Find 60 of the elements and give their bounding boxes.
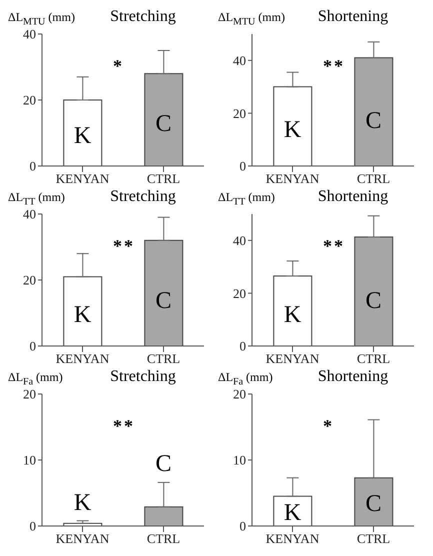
x-tick-label: KENYAN	[266, 531, 320, 546]
annotation: K	[282, 116, 302, 144]
chart-title: Shortening	[316, 188, 390, 206]
chart-title: Shortening	[316, 8, 390, 26]
y-axis-title: ΔL$_{TT}$ (mm)	[218, 190, 275, 208]
x-tick-label: CTRL	[146, 171, 180, 186]
chart-title: Stretching	[109, 188, 177, 206]
y-axis-title: ΔL$_{MTU}$ (mm)	[218, 10, 285, 28]
y-tick-label: 10	[233, 452, 246, 468]
y-tick-label: 20	[233, 286, 246, 301]
annotation: K	[72, 300, 92, 329]
chart-title: Shortening	[316, 368, 390, 386]
x-tick-label: KENYAN	[266, 351, 320, 366]
x-tick-label: CTRL	[146, 531, 180, 546]
annotation: **	[323, 236, 345, 257]
annotation: C	[154, 110, 172, 138]
y-axis-title: ΔL$_{Fa}$ (mm)	[8, 370, 63, 388]
chart-title: Stretching	[109, 368, 177, 386]
annotation: C	[154, 287, 172, 315]
x-tick-label: CTRL	[356, 351, 390, 366]
x-tick-label: CTRL	[146, 351, 180, 366]
y-tick-label: 40	[23, 26, 36, 42]
y-tick-label: 40	[233, 233, 246, 248]
y-tick-label: 0	[30, 518, 36, 534]
x-tick-label: CTRL	[356, 531, 390, 546]
annotation: K	[72, 488, 92, 517]
annotation: **	[113, 236, 135, 257]
annotation: K	[72, 122, 92, 150]
y-tick-label: 20	[23, 92, 36, 108]
chart-title: Stretching	[109, 8, 177, 26]
y-tick-label: 0	[30, 338, 36, 354]
y-tick-label: 20	[23, 272, 36, 288]
annotation: K	[282, 300, 302, 329]
x-tick-label: CTRL	[356, 171, 390, 186]
y-tick-label: 40	[233, 53, 246, 68]
y-axis-title: ΔL$_{MTU}$ (mm)	[8, 10, 75, 28]
y-tick-label: 0	[240, 338, 246, 354]
annotation: C	[364, 490, 382, 518]
y-tick-label: 0	[240, 518, 246, 534]
x-tick-label: KENYAN	[266, 171, 320, 186]
y-axis-title: ΔL$_{Fa}$ (mm)	[218, 370, 273, 388]
annotation: C	[364, 287, 382, 315]
annotation: C	[364, 107, 382, 135]
y-tick-label: 20	[23, 386, 36, 402]
annotation: C	[154, 450, 172, 478]
y-tick-label: 20	[233, 386, 246, 402]
annotation: *	[113, 56, 124, 77]
y-tick-label: 0	[30, 158, 36, 174]
x-tick-label: KENYAN	[56, 531, 110, 546]
annotation: **	[323, 56, 345, 77]
y-tick-label: 40	[23, 206, 36, 222]
y-axis-title: ΔL$_{TT}$ (mm)	[8, 190, 65, 208]
annotation: **	[113, 416, 135, 437]
x-tick-label: KENYAN	[56, 351, 110, 366]
y-tick-label: 20	[233, 106, 246, 121]
y-tick-label: 0	[240, 158, 246, 174]
x-tick-label: KENYAN	[56, 171, 110, 186]
annotation: *	[323, 416, 334, 437]
y-tick-label: 10	[23, 452, 36, 468]
annotation: K	[282, 498, 302, 527]
